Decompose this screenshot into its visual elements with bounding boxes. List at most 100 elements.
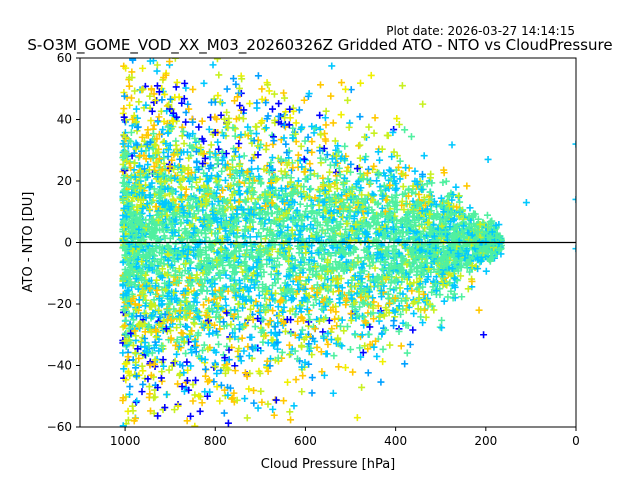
- scatter-point: [161, 311, 169, 319]
- scatter-point: [154, 148, 162, 156]
- scatter-point: [271, 323, 279, 331]
- scatter-point: [438, 222, 446, 230]
- scatter-point: [205, 297, 213, 305]
- scatter-point: [180, 140, 188, 148]
- scatter-point: [182, 118, 190, 126]
- scatter-point: [319, 199, 327, 207]
- scatter-point: [183, 323, 191, 331]
- scatter-point: [255, 209, 263, 217]
- scatter-point: [180, 148, 188, 156]
- scatter-point: [295, 285, 303, 293]
- scatter-point: [329, 264, 337, 272]
- scatter-point: [189, 397, 197, 405]
- scatter-point: [155, 210, 163, 218]
- scatter-point: [133, 218, 141, 226]
- scatter-point: [376, 312, 384, 320]
- scatter-point: [292, 275, 300, 283]
- scatter-point: [262, 124, 270, 132]
- scatter-point: [176, 155, 184, 163]
- scatter-point: [244, 123, 252, 131]
- scatter-point: [329, 389, 337, 397]
- scatter-point: [270, 137, 278, 145]
- scatter-point: [314, 249, 322, 257]
- scatter-point: [414, 198, 422, 206]
- scatter-point: [304, 133, 312, 141]
- scatter-point: [158, 342, 166, 350]
- scatter-point: [275, 328, 283, 336]
- scatter-point: [220, 132, 228, 140]
- scatter-point: [364, 165, 372, 173]
- scatter-point: [397, 310, 405, 318]
- scatter-point: [145, 220, 153, 228]
- scatter-point: [353, 414, 361, 422]
- scatter-point: [139, 85, 147, 93]
- scatter-point: [232, 268, 240, 276]
- scatter-point: [394, 250, 402, 258]
- scatter-point: [154, 412, 162, 420]
- scatter-point: [228, 274, 236, 282]
- scatter-point: [251, 323, 259, 331]
- scatter-point: [147, 117, 155, 125]
- scatter-point: [456, 262, 464, 270]
- scatter-point: [186, 202, 194, 210]
- scatter-point: [119, 140, 127, 148]
- scatter-point: [308, 389, 316, 397]
- scatter-point: [155, 321, 163, 329]
- scatter-point: [255, 284, 263, 292]
- scatter-point: [279, 308, 287, 316]
- scatter-point: [182, 84, 190, 92]
- scatter-point: [130, 184, 138, 192]
- scatter-point: [250, 269, 258, 277]
- scatter-point: [237, 242, 245, 250]
- scatter-point: [299, 269, 307, 277]
- scatter-point: [439, 178, 447, 186]
- scatter-point: [298, 363, 306, 371]
- scatter-point: [350, 215, 358, 223]
- scatter-point: [382, 196, 390, 204]
- scatter-point: [262, 99, 270, 107]
- scatter-point: [298, 326, 306, 334]
- scatter-point: [145, 321, 153, 329]
- scatter-point: [318, 254, 326, 262]
- scatter-point: [174, 402, 182, 410]
- scatter-point: [252, 298, 260, 306]
- scatter-point: [371, 114, 379, 122]
- scatter-point: [352, 245, 360, 253]
- scatter-point: [456, 198, 464, 206]
- scatter-point: [120, 232, 128, 240]
- scatter-point: [328, 155, 336, 163]
- scatter-point: [216, 202, 224, 210]
- scatter-point: [337, 274, 345, 282]
- scatter-point: [289, 197, 297, 205]
- scatter-point: [170, 151, 178, 159]
- scatter-point: [442, 177, 450, 185]
- scatter-point: [453, 203, 461, 211]
- scatter-point: [162, 325, 170, 333]
- scatter-point: [265, 168, 273, 176]
- scatter-point: [135, 169, 143, 177]
- scatter-point: [203, 392, 211, 400]
- scatter-point: [119, 282, 127, 290]
- scatter-point: [369, 196, 377, 204]
- scatter-point: [120, 174, 128, 182]
- scatter-point: [278, 207, 286, 215]
- scatter-point: [443, 213, 451, 221]
- scatter-point: [342, 301, 350, 309]
- scatter-point: [229, 75, 237, 83]
- scatter-point: [186, 221, 194, 229]
- scatter-point: [456, 256, 464, 264]
- scatter-point: [301, 137, 309, 145]
- scatter-point: [296, 210, 304, 218]
- scatter-point: [183, 254, 191, 262]
- scatter-point: [448, 141, 456, 149]
- scatter-point: [361, 254, 369, 262]
- scatter-point: [300, 222, 308, 230]
- scatter-point: [447, 287, 455, 295]
- scatter-point: [241, 369, 249, 377]
- scatter-point: [176, 320, 184, 328]
- scatter-point: [197, 149, 205, 157]
- scatter-point: [266, 184, 274, 192]
- scatter-point: [214, 173, 222, 181]
- scatter-point: [128, 234, 136, 242]
- scatter-point: [236, 321, 244, 329]
